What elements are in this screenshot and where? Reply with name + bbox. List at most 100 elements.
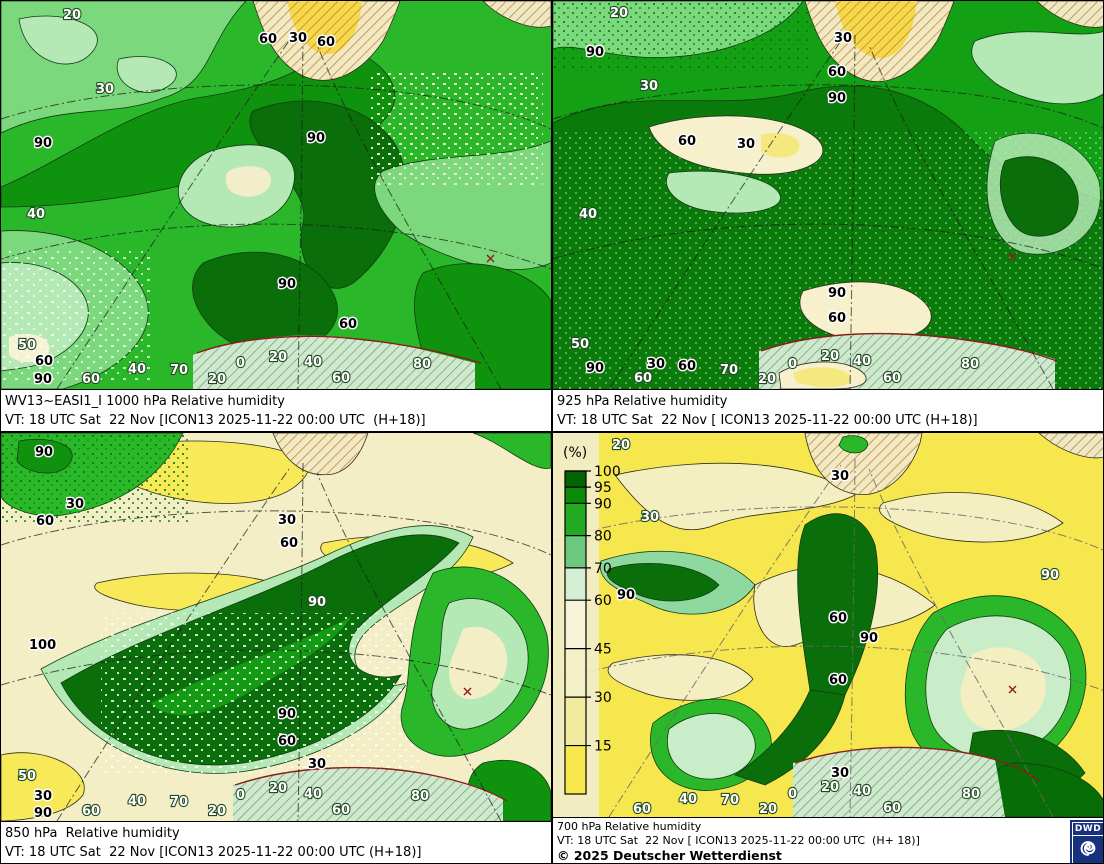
contour-label: 90 (828, 91, 846, 106)
legend-tick-label: 15 (594, 739, 612, 755)
contour-label: 40 (679, 792, 697, 807)
contour-label: 90 (1041, 568, 1059, 583)
legend-segment (565, 535, 586, 568)
legend-unit: (%) (563, 445, 587, 461)
panel-1000hpa: 20 30 90 60 30 60 90 40 90 60 50 60 90 60 40 70 20 0 20 40 6… (1, 1, 551, 431)
contour-label: 40 (853, 354, 871, 369)
legend-tick-label: 95 (594, 480, 612, 496)
legend-tick-label: 45 (594, 642, 612, 658)
contour-label: 0 (236, 788, 245, 803)
dwd-spiral-icon (1080, 841, 1096, 856)
legend-tick-label: 100 (594, 464, 621, 480)
contour-label: 90 (586, 361, 604, 376)
panel-title-925: 925 hPa Relative humidity (557, 394, 728, 409)
copyright: © 2025 Deutscher Wetterdienst (557, 848, 782, 863)
contour-label: 70 (720, 363, 738, 378)
legend-segment (565, 567, 586, 601)
contour-label: 60 (678, 359, 696, 374)
contour-label: 90 (35, 445, 53, 460)
contour-label: 30 (34, 789, 52, 804)
legend-tick-label: 30 (594, 690, 612, 706)
panel-vt-1000: VT: 18 UTC Sat 22 Nov [ICON13 2025-11-22… (5, 413, 426, 428)
map-850hpa: 90 30 60 30 60 90 100 90 60 30 50 30 90 60 40 70 20 0 20 40… (1, 433, 551, 821)
contour-label: 20 (821, 780, 839, 795)
contour-label: 90 (860, 631, 878, 646)
contour-label: 90 (617, 588, 635, 603)
caption-700hpa: 700 hPa Relative humidity VT: 18 UTC Sat… (553, 817, 1103, 863)
contour-label: 60 (339, 317, 357, 332)
contour-label: 20 (612, 438, 630, 453)
contour-label: 20 (610, 6, 628, 21)
contour-label: 70 (170, 795, 188, 810)
contour-label: 70 (170, 363, 188, 378)
legend-tick-label: 60 (594, 593, 612, 609)
legend-segment (565, 697, 586, 746)
contour-label: 20 (208, 804, 226, 819)
panel-vt-850: VT: 18 UTC Sat 22 Nov [ICON13 2025-11-22… (5, 845, 422, 860)
contour-label: 90 (34, 136, 52, 151)
contour-label: 80 (961, 357, 979, 372)
contour-label: 30 (641, 510, 659, 525)
contour-label: 0 (236, 356, 245, 371)
contour-label: 60 (828, 311, 846, 326)
panel-title-700: 700 hPa Relative humidity (557, 820, 702, 833)
legend-segment (565, 471, 586, 488)
contour-label: 60 (829, 611, 847, 626)
caption-1000hpa: WV13~EASI1_I 1000 hPa Relative humidity … (1, 389, 551, 431)
caption-850hpa: 850 hPa Relative humidity VT: 18 UTC Sat… (1, 821, 551, 863)
contour-label: 30 (831, 766, 849, 781)
contour-label: 0 (788, 787, 797, 802)
panel-title-1000: WV13~EASI1_I 1000 hPa Relative humidity (5, 394, 285, 409)
contour-label: 40 (304, 787, 322, 802)
legend-segment (565, 503, 586, 536)
contour-label: 40 (128, 362, 146, 377)
contour-label: 100 (29, 638, 56, 653)
contour-label: 30 (834, 31, 852, 46)
contour-label: 30 (96, 82, 114, 97)
contour-label: 60 (332, 371, 350, 386)
contour-label: 40 (128, 794, 146, 809)
contour-label: 30 (737, 137, 755, 152)
contour-label: 60 (278, 734, 296, 749)
contour-label: 40 (304, 355, 322, 370)
contour-label: 60 (634, 371, 652, 386)
panel-700hpa: (%) 100 95 90 80 70 60 45 30 15 20 30 30 90 60 90 60 90 3… (553, 433, 1103, 863)
contour-label: 30 (66, 497, 84, 512)
contour-label: 40 (853, 784, 871, 799)
contour-label: 60 (36, 514, 54, 529)
contour-label: 90 (34, 372, 52, 387)
legend-segment (565, 600, 586, 649)
contour-label: 20 (269, 781, 287, 796)
contour-label: 60 (332, 803, 350, 818)
contour-label: 90 (308, 595, 326, 610)
contour-label: 20 (821, 349, 839, 364)
contour-label: 20 (269, 350, 287, 365)
panel-vt-925: VT: 18 UTC Sat 22 Nov [ ICON13 2025-11-2… (557, 413, 978, 428)
contour-label: 60 (883, 371, 901, 386)
legend-segment (565, 648, 586, 698)
contour-label: 20 (208, 372, 226, 387)
contour-label: 60 (82, 804, 100, 819)
contour-label: 60 (35, 354, 53, 369)
caption-925hpa: 925 hPa Relative humidity VT: 18 UTC Sat… (553, 389, 1103, 431)
contour-label: 20 (759, 802, 777, 817)
contour-label: 90 (278, 707, 296, 722)
contour-label: 30 (289, 31, 307, 46)
contour-label: 70 (721, 793, 739, 808)
panel-title-850: 850 hPa Relative humidity (5, 826, 180, 841)
contour-label: 80 (962, 787, 980, 802)
contour-label: 80 (413, 357, 431, 372)
contour-label: 60 (280, 536, 298, 551)
contour-label: 50 (18, 769, 36, 784)
panel-850hpa: 90 30 60 30 60 90 100 90 60 30 50 30 90 60 40 70 20 0 20 40… (1, 433, 551, 863)
contour-label: 60 (259, 32, 277, 47)
legend-tick-label: 80 (594, 529, 612, 545)
contour-label: 30 (640, 79, 658, 94)
contour-label: 30 (647, 357, 665, 372)
legend-tick-label: 70 (594, 561, 612, 577)
panel-925hpa: 20 90 30 30 60 90 60 30 40 90 60 50 90 30 60 60 70 20 0 20 4… (553, 1, 1103, 431)
contour-label: 30 (831, 469, 849, 484)
